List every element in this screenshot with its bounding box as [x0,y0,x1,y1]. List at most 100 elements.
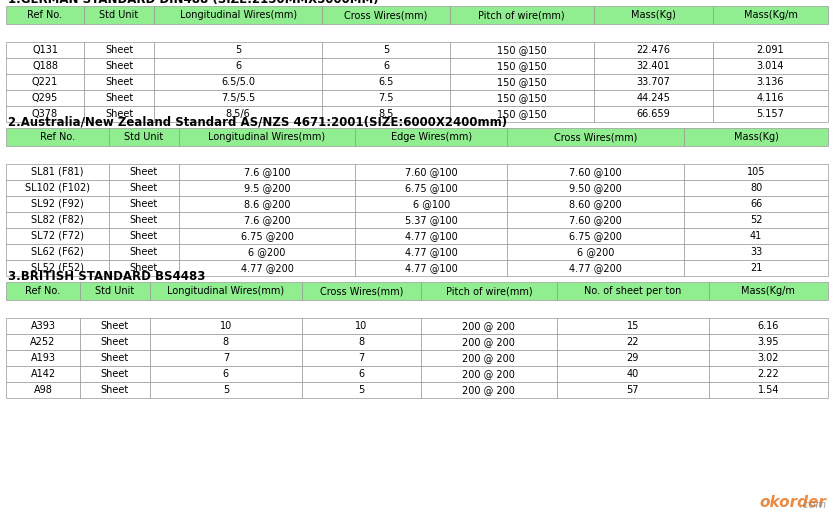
Bar [507,164,684,180]
Text: 105: 105 [746,167,766,177]
Bar [150,382,302,398]
Text: 4.116: 4.116 [756,93,784,103]
Text: 200 @ 200: 200 @ 200 [463,353,515,363]
Text: 7: 7 [223,353,229,363]
Bar [557,350,709,366]
Bar [108,180,178,196]
Text: 5.157: 5.157 [756,109,785,119]
Bar [355,196,507,212]
Text: Cross Wires(mm): Cross Wires(mm) [554,132,637,142]
Bar [507,228,684,244]
Bar [421,318,557,334]
Text: 7.6 @200: 7.6 @200 [244,215,290,225]
Bar [6,228,108,244]
Bar [178,228,355,244]
Bar [323,6,450,24]
Bar [84,90,154,106]
Text: A98: A98 [33,385,53,395]
Text: Sheet: Sheet [101,369,129,379]
Bar [507,244,684,260]
Text: 150 @150: 150 @150 [497,61,546,71]
Text: SL52 (F52): SL52 (F52) [31,263,84,273]
Bar [709,350,828,366]
Text: 5: 5 [235,45,241,55]
Bar [154,58,323,74]
Bar [6,282,80,300]
Bar [6,90,84,106]
Text: 150 @150: 150 @150 [497,93,546,103]
Bar [6,334,80,350]
Text: 66.659: 66.659 [636,109,671,119]
Bar [713,106,828,122]
Text: 6.75 @200: 6.75 @200 [240,231,294,241]
Text: Cross Wires(mm): Cross Wires(mm) [344,10,428,20]
Text: 5: 5 [223,385,229,395]
Bar [557,334,709,350]
Text: 6: 6 [383,61,389,71]
Text: 57: 57 [626,385,639,395]
Text: 9.5 @200: 9.5 @200 [244,183,290,193]
Bar [154,106,323,122]
Bar [154,6,323,24]
Bar [108,244,178,260]
Bar [80,382,150,398]
Text: Mass(Kg): Mass(Kg) [734,132,778,142]
Text: okorder: okorder [759,495,826,510]
Text: Ref No.: Ref No. [28,10,63,20]
Bar [154,42,323,58]
Bar [6,260,108,276]
Text: Std Unit: Std Unit [95,286,134,296]
Bar [594,58,713,74]
Text: Sheet: Sheet [105,45,133,55]
Text: 7.60 @100: 7.60 @100 [405,167,458,177]
Bar [302,334,421,350]
Text: Sheet: Sheet [101,353,129,363]
Bar [355,244,507,260]
Bar [355,164,507,180]
Bar [6,6,84,24]
Text: 150 @150: 150 @150 [497,109,546,119]
Text: 8.5/6: 8.5/6 [226,109,250,119]
Text: 4.77 @200: 4.77 @200 [240,263,294,273]
Bar [108,212,178,228]
Bar [6,212,108,228]
Bar [507,180,684,196]
Text: 8.6 @200: 8.6 @200 [244,199,290,209]
Text: 4.77 @200: 4.77 @200 [570,263,622,273]
Text: 6.75 @200: 6.75 @200 [570,231,622,241]
Text: Q131: Q131 [32,45,58,55]
Bar [108,164,178,180]
Bar [6,318,80,334]
Text: 7.5/5.5: 7.5/5.5 [221,93,255,103]
Bar [80,350,150,366]
Bar [302,366,421,382]
Bar [684,260,828,276]
Text: Pitch of wire(mm): Pitch of wire(mm) [445,286,532,296]
Bar [713,6,828,24]
Bar [709,282,828,300]
Text: 29: 29 [626,353,639,363]
Text: Mass(Kg/m: Mass(Kg/m [741,286,796,296]
Bar [6,164,108,180]
Text: 7.60 @100: 7.60 @100 [570,167,622,177]
Text: 6 @200: 6 @200 [249,247,286,257]
Bar [450,42,594,58]
Text: Std Unit: Std Unit [99,10,138,20]
Text: Q221: Q221 [32,77,58,87]
Text: Sheet: Sheet [105,77,133,87]
Text: 44.245: 44.245 [636,93,671,103]
Text: 41: 41 [750,231,762,241]
Text: Edge Wires(mm): Edge Wires(mm) [391,132,472,142]
Bar [108,196,178,212]
Text: Std Unit: Std Unit [124,132,163,142]
Bar [6,106,84,122]
Bar [450,106,594,122]
Bar [684,244,828,260]
Text: 66: 66 [750,199,762,209]
Bar [178,260,355,276]
Text: 80: 80 [750,183,762,193]
Text: 1.54: 1.54 [757,385,779,395]
Text: 6.75 @100: 6.75 @100 [405,183,458,193]
Text: 150 @150: 150 @150 [497,77,546,87]
Bar [323,90,450,106]
